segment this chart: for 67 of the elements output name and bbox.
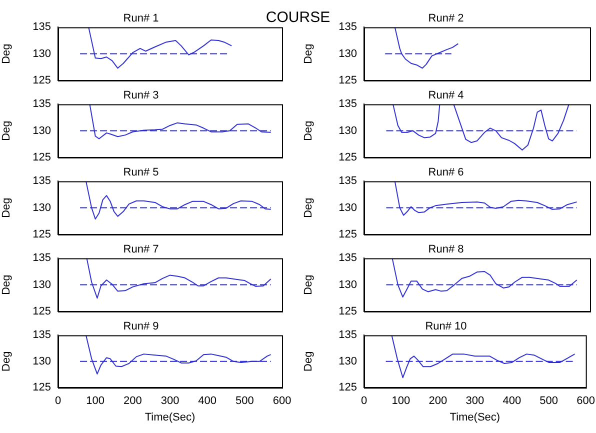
x-tick-label: 400 <box>502 395 522 408</box>
x-tick-label: 300 <box>466 395 484 408</box>
chart-title: Run# 10 <box>425 320 467 333</box>
x-axis-title: Time(Sec) <box>450 411 500 424</box>
y-tick-label: 125 <box>338 305 357 318</box>
x-tick-label: 500 <box>540 395 558 408</box>
y-tick-label: 130 <box>338 202 357 214</box>
y-tick-label: 125 <box>32 305 51 318</box>
y-tick-label: 125 <box>338 228 357 240</box>
y-axis-title: Deg <box>302 198 315 218</box>
y-tick-label: 125 <box>338 151 357 164</box>
x-tick-label: 200 <box>123 395 142 408</box>
text: COURSE <box>266 9 330 26</box>
x-tick-label: 500 <box>235 395 254 408</box>
y-tick-label: 130 <box>32 124 51 137</box>
y-axis-title: Deg <box>302 351 315 372</box>
y-tick-label: 130 <box>338 48 357 60</box>
x-tick-label: 400 <box>198 395 217 408</box>
y-axis-title: Deg <box>302 44 315 64</box>
chart-title: Run# 8 <box>428 244 464 256</box>
y-tick-label: 130 <box>32 202 51 214</box>
y-tick-label: 125 <box>32 382 51 394</box>
y-tick-label: 135 <box>32 21 51 34</box>
y-tick-label: 130 <box>32 278 51 291</box>
y-axis-title: Deg <box>302 120 315 141</box>
x-tick-label: 300 <box>160 395 180 408</box>
chart-title: Run# 4 <box>428 90 464 102</box>
y-tick-label: 125 <box>32 228 51 240</box>
y-tick-label: 135 <box>32 329 51 342</box>
x-tick-label: 200 <box>428 395 448 408</box>
x-tick-label: 0 <box>360 395 368 408</box>
chart-title: Run# 3 <box>123 90 159 102</box>
chart-title: Run# 2 <box>428 12 464 25</box>
y-tick-label: 130 <box>32 48 51 60</box>
y-axis-title: Deg <box>302 274 315 295</box>
x-tick-label: 100 <box>392 395 410 408</box>
x-tick-label: 600 <box>272 395 292 408</box>
y-tick-label: 125 <box>338 74 357 86</box>
y-axis-title: Deg <box>0 120 13 141</box>
y-tick-label: 135 <box>338 175 357 188</box>
y-tick-label: 125 <box>32 74 51 86</box>
y-tick-label: 125 <box>32 151 51 164</box>
y-tick-label: 135 <box>32 98 51 110</box>
chart-title: Run# 6 <box>428 166 464 179</box>
y-tick-label: 135 <box>338 252 357 264</box>
x-tick-label: 0 <box>54 395 62 408</box>
y-axis-title: Deg <box>0 351 13 372</box>
x-tick-label: 600 <box>576 395 596 408</box>
chart-title: Run# 7 <box>123 244 159 256</box>
y-axis-title: Deg <box>0 198 13 218</box>
y-axis-title: Deg <box>0 44 13 64</box>
y-tick-label: 130 <box>338 355 357 368</box>
y-tick-label: 125 <box>338 382 357 394</box>
x-tick-label: 100 <box>86 395 105 408</box>
y-tick-label: 130 <box>338 278 357 291</box>
y-tick-label: 135 <box>338 329 357 342</box>
chart-title: Run# 5 <box>123 166 159 179</box>
chart-title: Run# 1 <box>123 12 159 25</box>
y-tick-label: 130 <box>338 124 357 137</box>
y-tick-label: 130 <box>32 355 51 368</box>
y-tick-label: 135 <box>338 21 357 34</box>
y-axis-title: Deg <box>0 274 13 295</box>
chart-title: Run# 9 <box>123 320 159 333</box>
y-tick-label: 135 <box>32 175 51 188</box>
x-axis-title: Time(Sec) <box>144 411 196 424</box>
y-tick-label: 135 <box>338 98 357 110</box>
y-tick-label: 135 <box>32 252 51 264</box>
